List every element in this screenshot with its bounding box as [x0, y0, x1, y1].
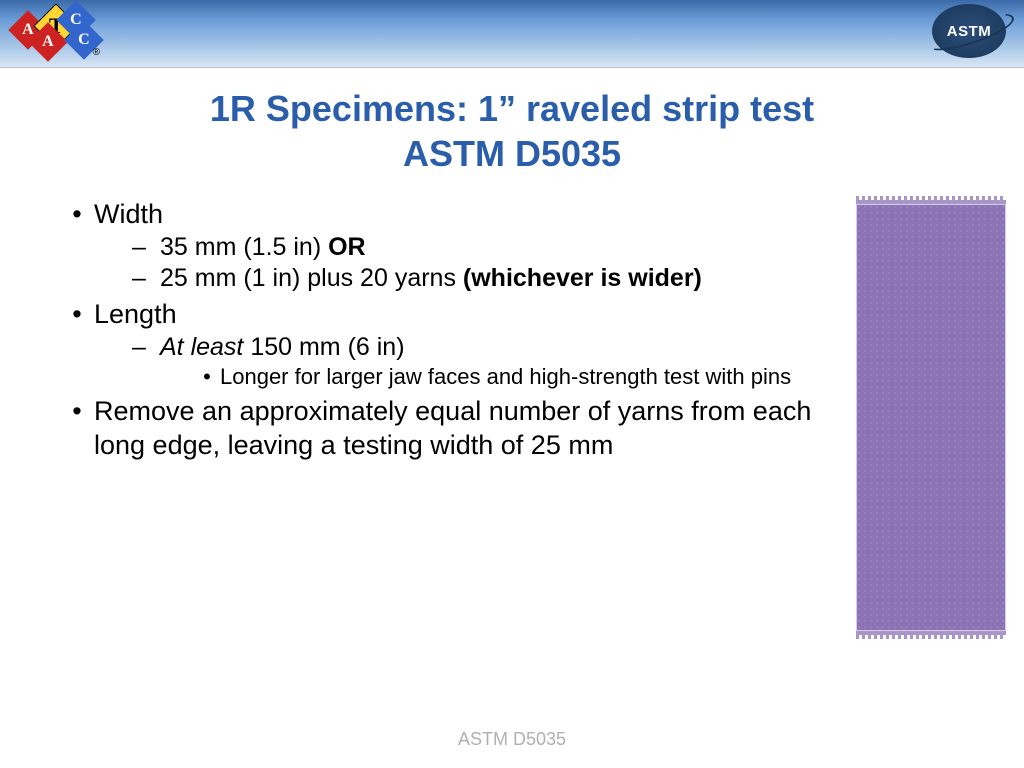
astm-logo: ASTM: [932, 4, 1010, 60]
astm-emblem: ASTM: [932, 4, 1006, 58]
aatcc-logo: A T C A C ®: [8, 6, 96, 56]
slide-body: Width 35 mm (1.5 in) OR 25 mm (1 in) plu…: [60, 198, 820, 466]
aatcc-hex: A T C A C ®: [8, 6, 96, 56]
slide-title: 1R Specimens: 1” raveled strip test ASTM…: [0, 86, 1024, 176]
bullet-length-min: At least 150 mm (6 in) Longer for larger…: [132, 332, 820, 391]
bullet-length-note: Longer for larger jaw faces and high-str…: [194, 363, 820, 391]
bullet-remove-yarns: Remove an approximately equal number of …: [60, 395, 820, 463]
bullet-width-opt1: 35 mm (1.5 in) OR: [132, 232, 820, 263]
registered-mark: ®: [93, 47, 100, 58]
bullet-width: Width 35 mm (1.5 in) OR 25 mm (1 in) plu…: [60, 198, 820, 294]
fabric-strip-graphic: [856, 200, 1006, 635]
slide-header: A T C A C ® ASTM: [0, 0, 1024, 68]
bullet-width-opt2: 25 mm (1 in) plus 20 yarns (whichever is…: [132, 263, 820, 294]
bullet-list: Width 35 mm (1.5 in) OR 25 mm (1 in) plu…: [60, 198, 820, 462]
title-line-1: 1R Specimens: 1” raveled strip test: [210, 88, 814, 129]
slide-footer: ASTM D5035: [0, 729, 1024, 750]
bullet-length: Length At least 150 mm (6 in) Longer for…: [60, 298, 820, 391]
title-line-2: ASTM D5035: [403, 133, 621, 174]
